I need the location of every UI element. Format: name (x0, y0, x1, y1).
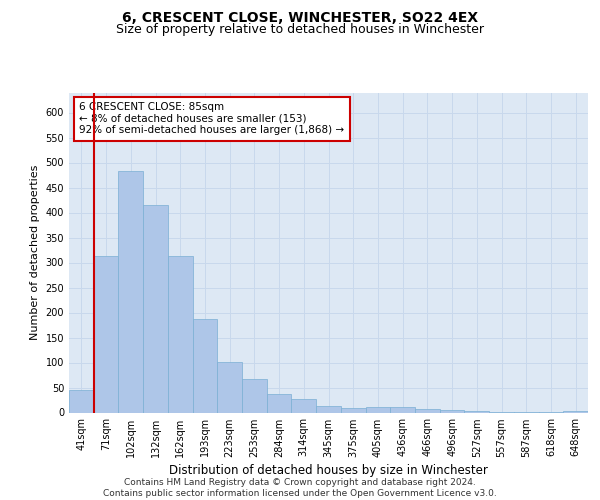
Bar (267, 394, 292, 412)
Bar (168, 256, 193, 412)
Text: Size of property relative to detached houses in Winchester: Size of property relative to detached ho… (116, 22, 484, 36)
Bar (415, 408, 440, 412)
Bar (440, 410, 464, 412)
Bar (193, 318, 217, 412)
Bar (341, 408, 365, 412)
Bar (365, 406, 390, 412)
Bar (118, 171, 143, 412)
Bar (242, 378, 267, 412)
Text: Contains HM Land Registry data © Crown copyright and database right 2024.
Contai: Contains HM Land Registry data © Crown c… (103, 478, 497, 498)
Bar (143, 205, 168, 412)
Bar (217, 362, 242, 412)
Bar (464, 411, 489, 412)
Bar (292, 398, 316, 412)
X-axis label: Distribution of detached houses by size in Winchester: Distribution of detached houses by size … (169, 464, 488, 477)
Bar (390, 406, 415, 412)
Bar (94, 256, 118, 412)
Bar (316, 406, 341, 412)
Text: 6, CRESCENT CLOSE, WINCHESTER, SO22 4EX: 6, CRESCENT CLOSE, WINCHESTER, SO22 4EX (122, 11, 478, 25)
Bar (69, 390, 94, 412)
Bar (563, 411, 588, 412)
Y-axis label: Number of detached properties: Number of detached properties (30, 165, 40, 340)
Text: 6 CRESCENT CLOSE: 85sqm
← 8% of detached houses are smaller (153)
92% of semi-de: 6 CRESCENT CLOSE: 85sqm ← 8% of detached… (79, 102, 344, 136)
